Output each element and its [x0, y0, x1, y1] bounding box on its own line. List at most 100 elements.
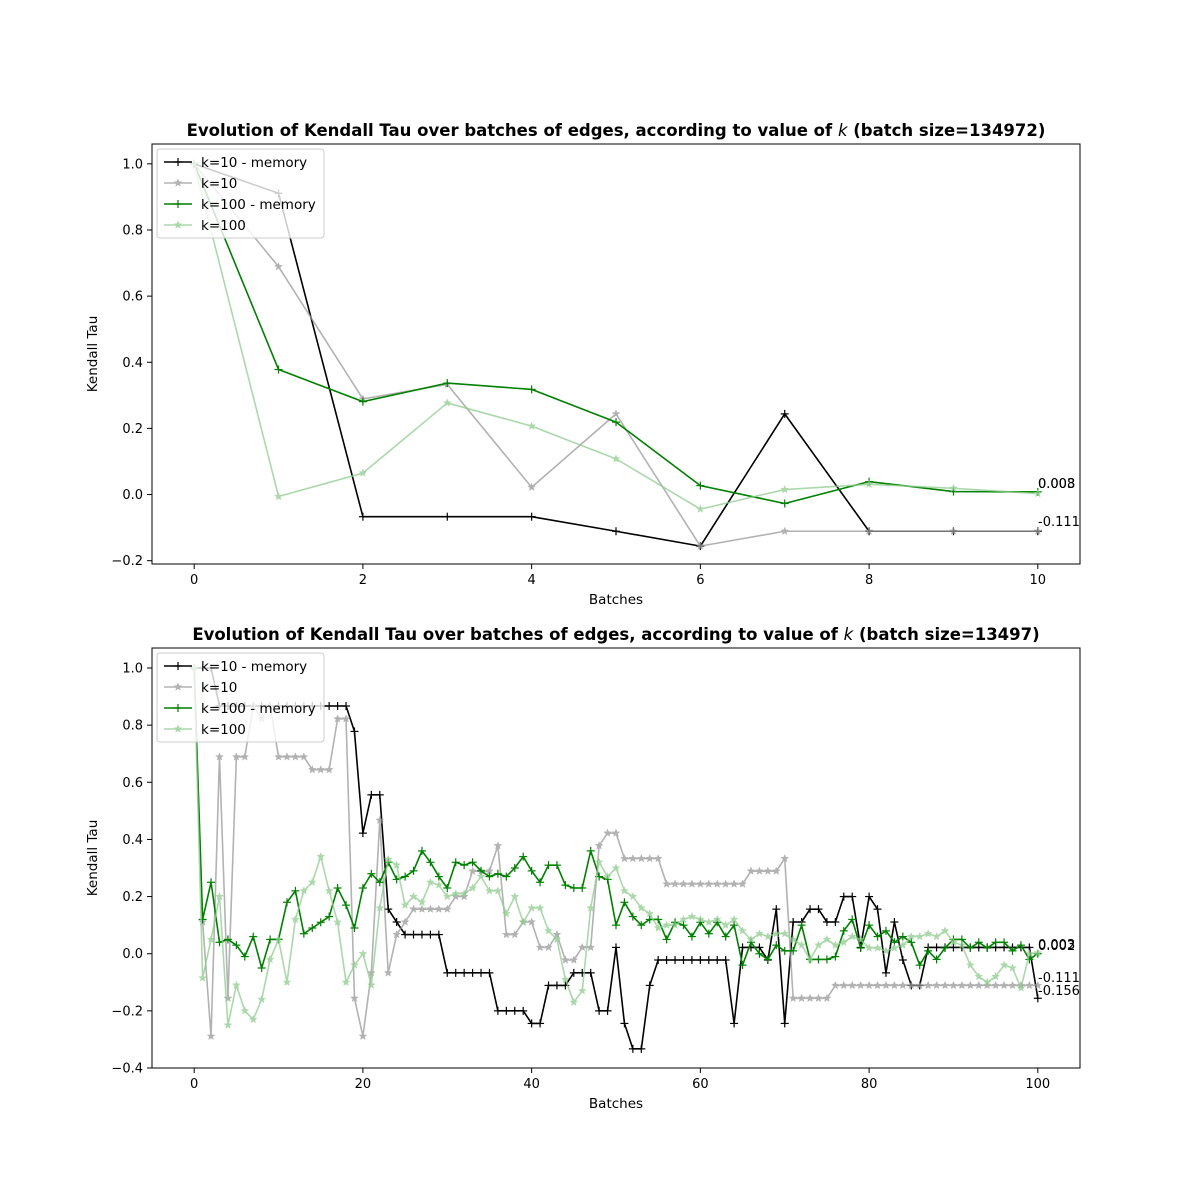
data-point: [274, 261, 284, 271]
data-point: [628, 891, 638, 901]
legend-box: [156, 652, 325, 743]
series-k10: [189, 663, 1043, 1041]
data-point: [889, 980, 899, 990]
legend-label: k=10: [201, 176, 237, 192]
data-point: [198, 915, 207, 924]
data-point: [527, 421, 537, 430]
data-point: [856, 934, 866, 944]
data-point: [687, 911, 697, 921]
data-point: [704, 917, 714, 927]
data-point: [873, 980, 882, 990]
data-point: [797, 921, 806, 930]
data-point: [316, 918, 325, 927]
data-point: [358, 829, 367, 838]
data-point: [401, 872, 410, 881]
data-point: [425, 904, 435, 913]
data-point: [653, 923, 663, 932]
y-tick-label: 0.4: [122, 356, 143, 371]
data-point: [974, 980, 984, 990]
data-point: [856, 944, 865, 952]
data-point: [755, 949, 764, 958]
data-point: [409, 904, 418, 913]
data-point: [333, 714, 343, 723]
data-point: [291, 886, 300, 895]
data-point: [249, 932, 258, 941]
data-point: [881, 926, 890, 935]
data-point: [619, 886, 629, 895]
data-point: [316, 851, 326, 861]
data-point: [527, 1019, 536, 1028]
legend-label: k=100: [201, 218, 246, 234]
data-point: [611, 828, 621, 837]
data-point: [906, 931, 916, 941]
data-point: [865, 892, 874, 901]
data-point: [712, 914, 722, 924]
data-point: [409, 891, 418, 901]
data-point: [350, 727, 359, 736]
data-point: [468, 858, 477, 867]
data-point: [687, 879, 697, 888]
data-point: [789, 946, 798, 955]
legend-label: k=10 - memory: [201, 659, 307, 675]
data-point: [1033, 488, 1043, 498]
data-point: [982, 977, 992, 987]
data-point: [1033, 526, 1043, 536]
data-point: [949, 943, 958, 952]
data-point: [552, 981, 561, 990]
data-point: [510, 864, 519, 872]
data-point: [366, 980, 376, 989]
plot-frame-bottom: [151, 647, 1081, 1069]
y-tick-label: 0.0: [122, 488, 143, 503]
data-point: [350, 993, 359, 1003]
data-point: [342, 901, 351, 910]
data-point: [788, 993, 798, 1003]
data-point: [611, 863, 621, 872]
y-tick-label: 0.6: [122, 776, 143, 791]
data-point: [797, 993, 807, 1003]
data-point: [982, 980, 992, 990]
data-point: [848, 915, 857, 924]
data-point: [695, 504, 705, 513]
data-point: [873, 932, 882, 941]
data-point: [266, 935, 275, 944]
data-point: [265, 954, 275, 964]
y-tick-label: 0.8: [122, 223, 143, 238]
data-point: [535, 903, 545, 912]
data-point: [780, 526, 790, 536]
data-point: [274, 491, 284, 501]
data-point: [679, 879, 688, 888]
data-point: [906, 980, 916, 990]
data-point: [806, 905, 815, 914]
data-point: [839, 937, 849, 947]
data-point: [544, 942, 553, 952]
legend-marker: [173, 724, 183, 733]
plot-frame-top: [151, 143, 1081, 565]
data-point: [409, 930, 418, 939]
y-tick-label: −0.4: [111, 1062, 143, 1077]
data-point: [1016, 983, 1026, 992]
data-point: [721, 956, 730, 964]
legend-marker: [174, 662, 182, 670]
data-point: [822, 934, 832, 944]
data-point: [780, 929, 790, 938]
data-point: [940, 926, 950, 935]
data-point: [957, 940, 967, 949]
data-point: [620, 1019, 629, 1028]
data-point: [612, 418, 620, 427]
data-point: [687, 932, 696, 941]
data-point: [400, 917, 410, 926]
data-point: [459, 889, 469, 898]
data-point: [577, 986, 587, 995]
data-point: [569, 997, 579, 1007]
data-point: [612, 921, 620, 930]
end-value-label: -0.111: [1038, 515, 1080, 530]
data-point: [333, 917, 343, 927]
data-point: [325, 702, 334, 710]
data-point: [341, 714, 351, 723]
data-point: [451, 858, 460, 867]
x-tick-label: 4: [527, 573, 535, 588]
data-point: [198, 973, 208, 982]
data-point: [333, 702, 342, 710]
data-point: [611, 409, 621, 418]
